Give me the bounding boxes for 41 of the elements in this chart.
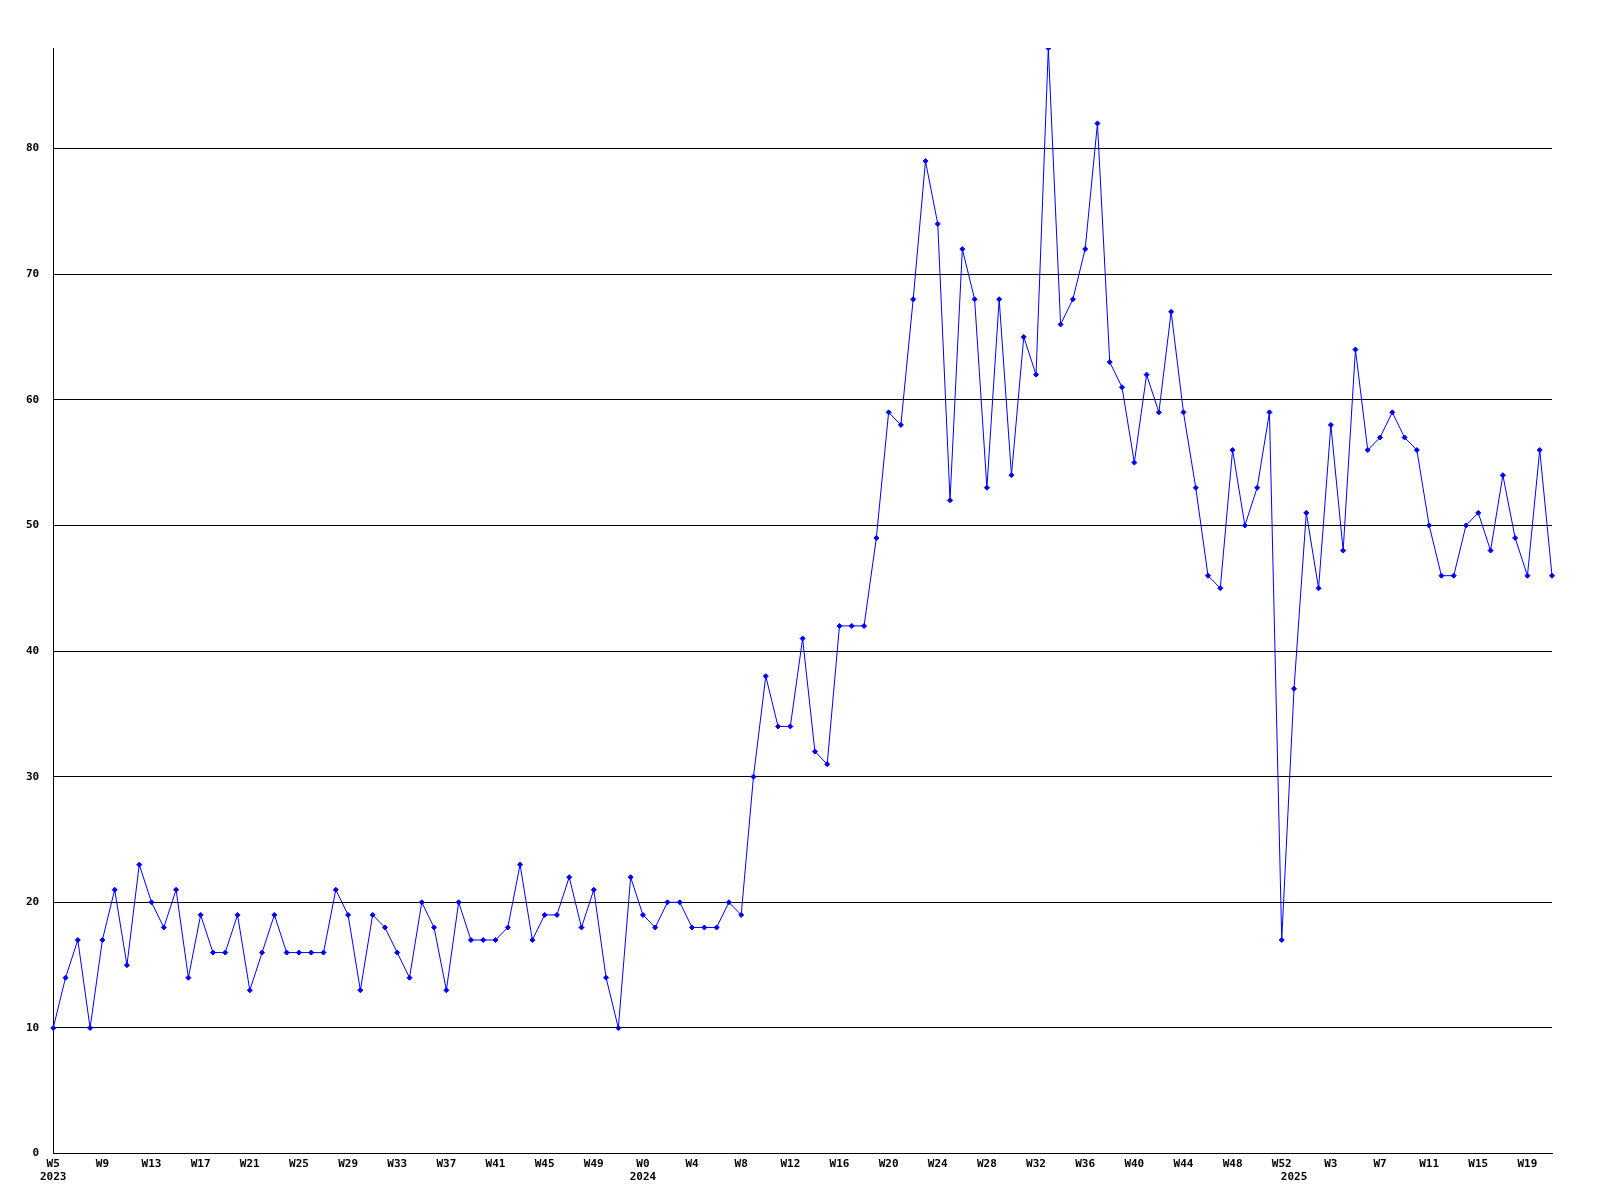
y-tick-label: 50 [26,518,40,532]
x-tick-label: W8 [734,1157,748,1171]
x-tick-label: W16 [829,1157,850,1171]
x-tick-label: W21 [239,1157,261,1171]
x-tick-label: W49 [583,1157,604,1171]
y-tick-label: 60 [26,392,40,406]
x-tick-label: W44 [1173,1157,1194,1171]
x-tick-label: W45 [534,1157,555,1171]
x-tick-label: W12 [780,1157,801,1171]
x-tick-label: W25 [289,1157,309,1171]
y-tick-label: 40 [26,643,40,657]
x-tick-label: W20 [878,1157,899,1171]
x-tick-label: W15 [1468,1157,1489,1171]
x-tick-label: W0 2024 [629,1157,657,1184]
y-tick-label: 80 [26,141,40,155]
x-tick-label: W19 [1517,1157,1538,1171]
x-tick-label: W37 [436,1157,457,1171]
x-tick-label: W52 [1271,1157,1292,1171]
x-tick-label: W24 [927,1157,949,1171]
y-tick-label: 20 [26,895,40,909]
y-tick-label: 30 [26,769,40,783]
x-tick-label: W3 [1324,1157,1338,1171]
y-tick-label: 70 [26,267,40,280]
x-tick-label: W4 [685,1157,700,1171]
x-tick-label: W33 [387,1157,408,1171]
x-tick-label: 2025 [1280,1170,1308,1184]
x-tick-label: W48 [1222,1157,1243,1171]
y-tick-label: 10 [26,1020,40,1034]
x-tick-label: W29 [338,1157,359,1171]
x-tick-label: W11 [1419,1157,1440,1171]
x-tick-label: W40 [1124,1157,1145,1171]
x-tick-label: W17 [190,1157,211,1171]
x-tick-label: W28 [976,1157,997,1171]
x-tick-label: W5 2023 [40,1157,67,1184]
x-tick-label: W9 [95,1157,110,1171]
x-tick-label: W13 [141,1157,162,1171]
y-tick-label: 0 [32,1146,40,1160]
x-tick-label: W32 [1026,1157,1046,1171]
x-tick-label: W7 [1373,1157,1387,1171]
x-tick-label: W36 [1075,1157,1096,1171]
x-tick-label: W41 [485,1157,506,1171]
